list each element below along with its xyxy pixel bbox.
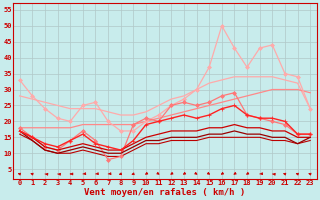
X-axis label: Vent moyen/en rafales ( km/h ): Vent moyen/en rafales ( km/h )	[84, 188, 245, 197]
